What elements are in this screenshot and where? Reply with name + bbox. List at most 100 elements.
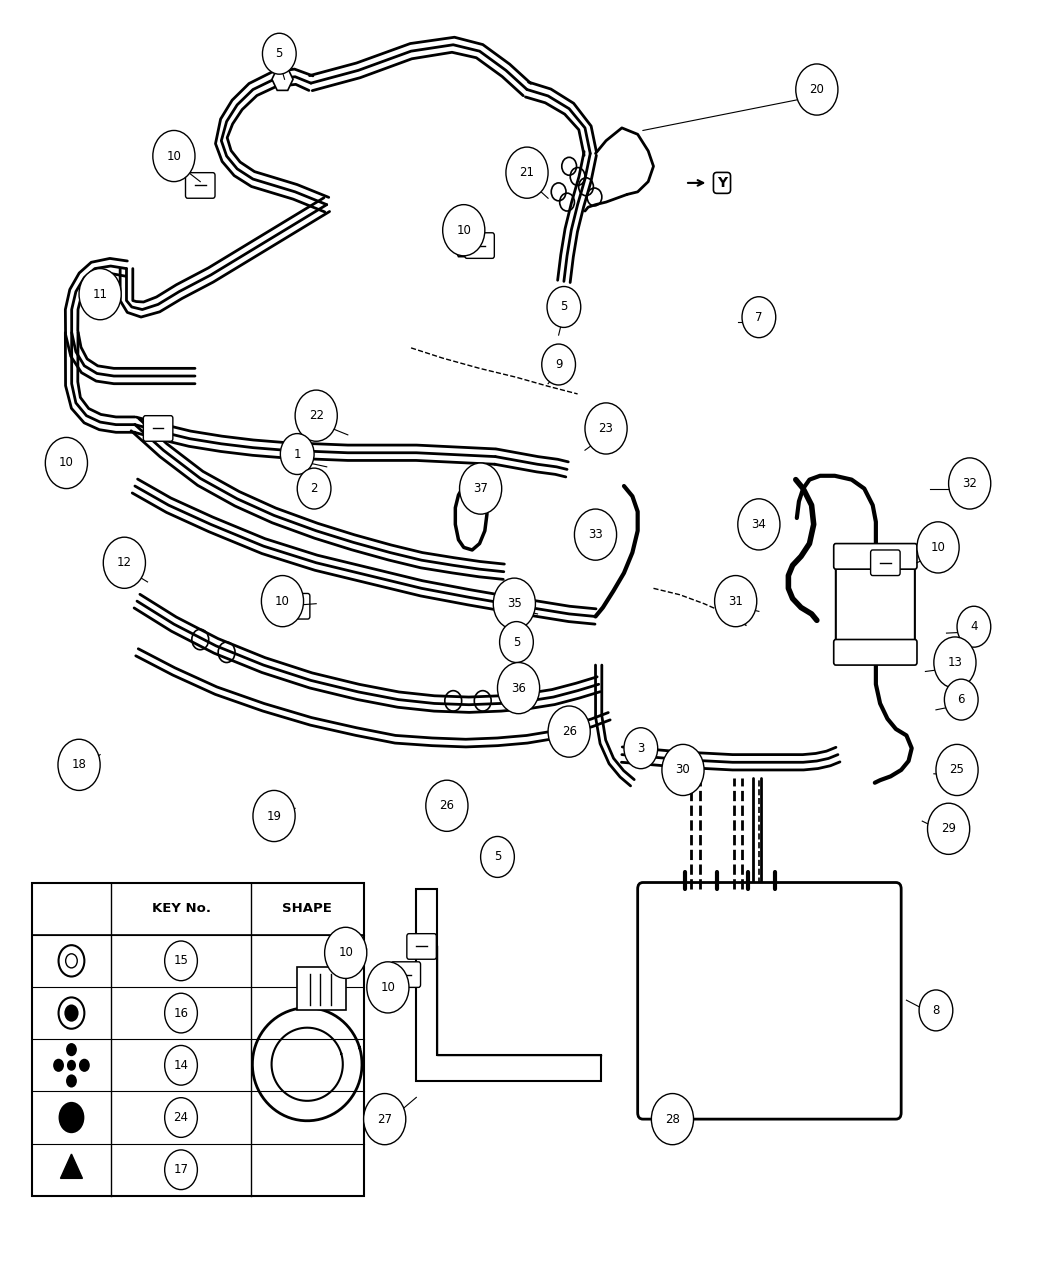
Text: 12: 12 [117,556,132,569]
Circle shape [426,780,468,831]
Text: 26: 26 [440,799,454,812]
Polygon shape [60,1154,82,1178]
Text: 22: 22 [309,409,324,422]
Text: 6: 6 [957,693,965,706]
Circle shape [66,1074,77,1087]
FancyBboxPatch shape [836,550,915,659]
Circle shape [500,622,533,663]
Text: 21: 21 [520,166,534,179]
Circle shape [547,286,581,327]
Circle shape [497,663,540,714]
Circle shape [66,1044,77,1056]
Text: 17: 17 [174,1164,189,1177]
Text: 20: 20 [809,83,824,96]
Text: 5: 5 [561,301,567,313]
Circle shape [493,578,535,629]
Text: 19: 19 [267,810,281,822]
Text: SHAPE: SHAPE [282,902,332,914]
Text: 34: 34 [752,518,766,531]
Text: 37: 37 [473,482,488,495]
Circle shape [164,1045,197,1085]
Circle shape [280,434,314,475]
FancyBboxPatch shape [297,967,346,1010]
Text: 10: 10 [338,946,353,959]
Circle shape [45,437,87,489]
Text: 10: 10 [456,224,471,237]
Text: 10: 10 [59,457,74,469]
FancyBboxPatch shape [465,233,494,258]
Circle shape [295,390,337,441]
Circle shape [624,728,658,769]
Text: 7: 7 [755,311,763,324]
Circle shape [934,637,976,688]
Polygon shape [416,889,601,1081]
Text: 4: 4 [970,620,978,633]
Text: 23: 23 [599,422,613,435]
Text: 8: 8 [933,1004,939,1017]
Circle shape [796,64,838,115]
Text: 29: 29 [941,822,956,835]
Polygon shape [453,234,474,257]
Text: 36: 36 [511,682,526,694]
Circle shape [957,606,991,647]
Circle shape [253,790,295,842]
Circle shape [715,576,757,627]
Circle shape [585,403,627,454]
Circle shape [936,744,978,796]
Circle shape [651,1094,694,1145]
Text: Y: Y [717,177,727,189]
Text: 11: 11 [93,288,108,301]
Circle shape [443,205,485,256]
Text: 2: 2 [310,482,318,495]
Text: 15: 15 [174,954,189,967]
Text: 24: 24 [174,1111,189,1124]
Text: 5: 5 [494,851,501,863]
Text: 5: 5 [276,47,282,60]
Circle shape [67,1060,76,1071]
FancyBboxPatch shape [143,416,173,441]
FancyBboxPatch shape [186,173,215,198]
Text: 13: 13 [948,656,962,669]
Text: 1: 1 [293,448,301,460]
Circle shape [506,147,548,198]
Circle shape [297,468,331,509]
Text: 9: 9 [554,358,563,371]
FancyBboxPatch shape [32,883,364,1196]
Text: 25: 25 [950,764,964,776]
Circle shape [944,679,978,720]
Circle shape [364,1094,406,1145]
Circle shape [79,269,121,320]
Circle shape [164,1150,197,1189]
Circle shape [460,463,502,514]
Text: 33: 33 [588,528,603,541]
Circle shape [542,344,575,385]
Circle shape [949,458,991,509]
Circle shape [742,297,776,338]
Text: 26: 26 [562,725,577,738]
FancyBboxPatch shape [638,883,901,1119]
Text: 30: 30 [676,764,690,776]
Text: 10: 10 [275,595,290,608]
Text: 28: 28 [665,1113,680,1126]
Circle shape [164,1097,197,1137]
Circle shape [481,836,514,877]
Text: 10: 10 [380,981,395,994]
Circle shape [164,994,197,1033]
Circle shape [262,33,296,74]
Circle shape [103,537,145,588]
Text: 14: 14 [174,1059,189,1072]
Circle shape [53,1059,64,1072]
FancyBboxPatch shape [834,640,917,665]
FancyBboxPatch shape [871,550,900,576]
Text: 10: 10 [931,541,945,554]
Text: 27: 27 [377,1113,392,1126]
Circle shape [928,803,970,854]
Circle shape [58,739,100,790]
Circle shape [662,744,704,796]
FancyBboxPatch shape [834,544,917,569]
Circle shape [919,990,953,1031]
Text: 5: 5 [513,636,520,648]
Circle shape [164,941,197,981]
Circle shape [261,576,304,627]
Circle shape [738,499,780,550]
